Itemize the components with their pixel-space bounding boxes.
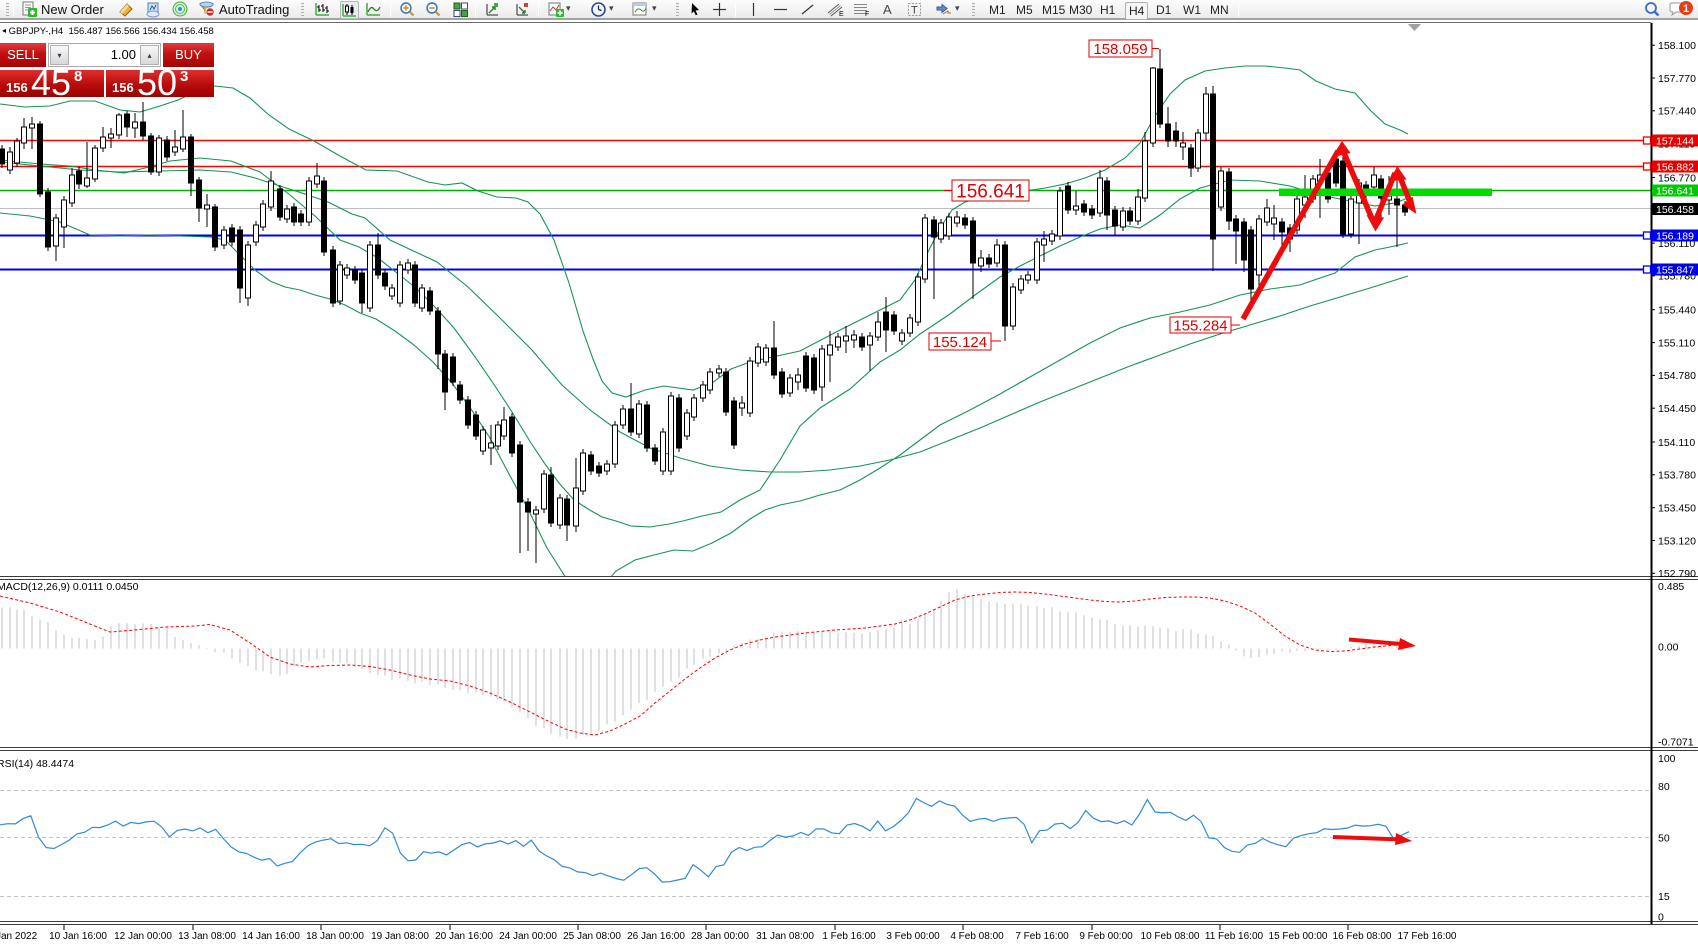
- svg-text:18 Jan 00:00: 18 Jan 00:00: [306, 931, 364, 942]
- svg-text:25 Jan 08:00: 25 Jan 08:00: [563, 931, 621, 942]
- svg-text:153.450: 153.450: [1658, 503, 1696, 515]
- svg-text:26 Jan 16:00: 26 Jan 16:00: [627, 931, 685, 942]
- svg-text:15: 15: [1658, 891, 1670, 903]
- svg-text:158.100: 158.100: [1658, 40, 1696, 52]
- svg-text:4 Feb 08:00: 4 Feb 08:00: [950, 931, 1004, 942]
- svg-text:100: 100: [1658, 753, 1676, 765]
- svg-text:157.440: 157.440: [1658, 106, 1696, 118]
- svg-text:156.882: 156.882: [1656, 161, 1694, 173]
- svg-text:16 Feb 08:00: 16 Feb 08:00: [1333, 931, 1392, 942]
- svg-text:-0.7071: -0.7071: [1658, 737, 1694, 749]
- svg-text:156.770: 156.770: [1658, 172, 1696, 184]
- svg-text:157.144: 157.144: [1656, 135, 1694, 147]
- svg-text:156.458: 156.458: [1656, 204, 1694, 216]
- svg-text:24 Jan 00:00: 24 Jan 00:00: [499, 931, 557, 942]
- svg-text:154.450: 154.450: [1658, 403, 1696, 415]
- svg-text:1: 1: [1683, 3, 1689, 15]
- svg-text:155.124: 155.124: [933, 334, 987, 351]
- svg-text:155.284: 155.284: [1173, 317, 1227, 334]
- svg-text:MACD(12,26,9) 0.0111 0.0450: MACD(12,26,9) 0.0111 0.0450: [0, 581, 139, 593]
- svg-text:153.780: 153.780: [1658, 470, 1696, 482]
- svg-text:155.440: 155.440: [1658, 305, 1696, 317]
- svg-text:154.110: 154.110: [1658, 437, 1695, 449]
- svg-text:12 Jan 00:00: 12 Jan 00:00: [114, 931, 172, 942]
- svg-text:Jan 2022: Jan 2022: [0, 931, 38, 942]
- svg-text:0.485: 0.485: [1658, 581, 1684, 593]
- svg-text:11 Feb 16:00: 11 Feb 16:00: [1205, 931, 1264, 942]
- svg-text:7 Feb 16:00: 7 Feb 16:00: [1015, 931, 1069, 942]
- svg-text:154.780: 154.780: [1658, 370, 1696, 382]
- svg-text:15 Feb 00:00: 15 Feb 00:00: [1269, 931, 1328, 942]
- svg-text:13 Jan 08:00: 13 Jan 08:00: [178, 931, 236, 942]
- svg-text:80: 80: [1658, 781, 1670, 793]
- svg-text:RSI(14) 48.4474: RSI(14) 48.4474: [0, 758, 74, 770]
- svg-text:152.790: 152.790: [1658, 568, 1696, 580]
- svg-text:0.00: 0.00: [1658, 642, 1679, 654]
- svg-text:158.059: 158.059: [1093, 41, 1147, 58]
- svg-text:155.110: 155.110: [1658, 337, 1695, 349]
- svg-text:157.770: 157.770: [1658, 73, 1696, 85]
- svg-text:156.641: 156.641: [1656, 185, 1694, 197]
- svg-text:153.120: 153.120: [1658, 535, 1696, 547]
- svg-text:9 Feb 00:00: 9 Feb 00:00: [1079, 931, 1133, 942]
- svg-text:17 Feb 16:00: 17 Feb 16:00: [1398, 931, 1457, 942]
- svg-text:14 Jan 16:00: 14 Jan 16:00: [242, 931, 300, 942]
- svg-text:20 Jan 16:00: 20 Jan 16:00: [435, 931, 493, 942]
- svg-text:28 Jan 00:00: 28 Jan 00:00: [691, 931, 749, 942]
- svg-text:156.641: 156.641: [956, 181, 1025, 202]
- svg-text:T: T: [911, 5, 918, 17]
- svg-text:E: E: [839, 11, 844, 18]
- svg-text:10 Jan 16:00: 10 Jan 16:00: [49, 931, 107, 942]
- svg-text:F: F: [865, 11, 869, 18]
- svg-text:155.847: 155.847: [1656, 264, 1694, 276]
- svg-text:A: A: [883, 2, 892, 17]
- svg-text:0: 0: [1658, 912, 1664, 924]
- svg-text:10 Feb 08:00: 10 Feb 08:00: [1141, 931, 1200, 942]
- svg-text:31 Jan 08:00: 31 Jan 08:00: [756, 931, 814, 942]
- svg-text:3 Feb 00:00: 3 Feb 00:00: [886, 931, 940, 942]
- svg-text:156.189: 156.189: [1656, 230, 1694, 242]
- svg-text:50: 50: [1658, 833, 1670, 845]
- svg-text:1 Feb 16:00: 1 Feb 16:00: [822, 931, 876, 942]
- svg-text:19 Jan 08:00: 19 Jan 08:00: [371, 931, 429, 942]
